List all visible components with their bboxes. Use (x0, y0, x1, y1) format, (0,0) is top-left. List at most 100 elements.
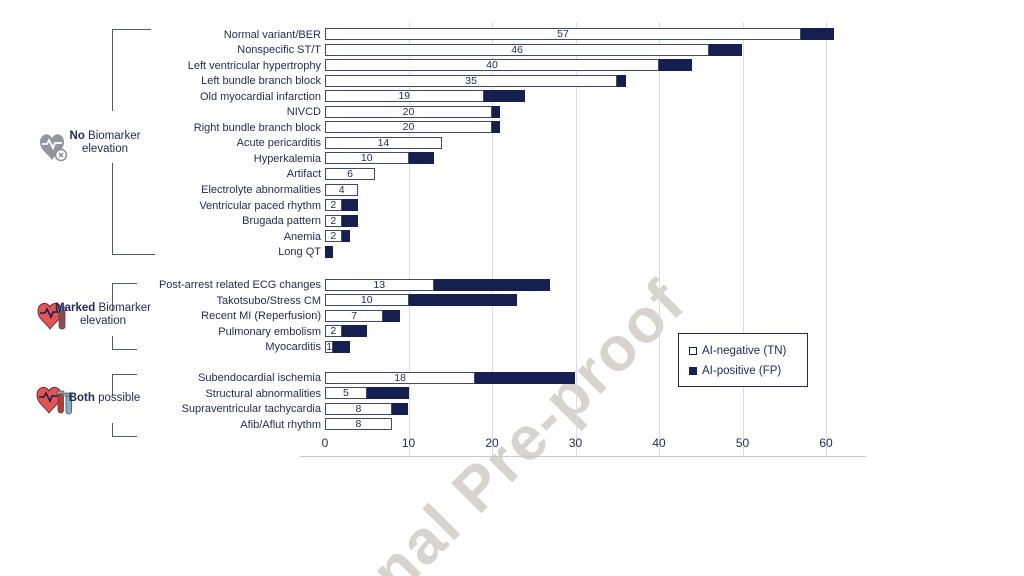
legend-label: AI-negative (TN) (702, 344, 787, 357)
row-label: Acute pericarditis (236, 137, 321, 150)
bar-fp-segment (341, 199, 359, 212)
row-label: Subendocardial ischemia (198, 372, 321, 384)
row-label: Artifact (286, 168, 321, 181)
bar-fp-segment (325, 245, 334, 258)
group-bracket (112, 374, 137, 396)
bar-value-label: 46 (511, 43, 523, 56)
row-label: Structural abnormalities (205, 387, 321, 400)
group-bracket (112, 423, 137, 437)
bar-fp-segment (408, 294, 518, 307)
row-label: Nonspecific ST/T (237, 44, 321, 57)
x-tick-label: 50 (735, 436, 750, 450)
bar-tn-segment: 40 (325, 59, 659, 72)
bar-value-label: 2 (330, 199, 337, 212)
gridline (826, 22, 827, 456)
red-heart-ecg-tube-icon (34, 300, 72, 341)
bar-value-label: 14 (377, 136, 390, 149)
x-tick-label: 60 (819, 436, 833, 450)
bar-tn-segment: 19 (325, 90, 484, 103)
group-label-rest: Biomarker (95, 302, 151, 314)
bar-tn-segment: 13 (325, 278, 434, 291)
bar-value-label: 40 (486, 59, 498, 72)
row-label: Ventricular paced rhythm (199, 199, 321, 212)
row-label: Brugada pattern (242, 215, 321, 228)
bar-tn-segment: 10 (325, 294, 409, 307)
x-tick-label: 0 (321, 436, 329, 450)
bar-tn-segment: 14 (325, 136, 442, 149)
x-tick-label: 30 (568, 436, 583, 450)
chart-legend: AI-negative (TN) AI-positive (FP) (678, 333, 808, 387)
bar-tn-segment: 5 (325, 387, 367, 400)
bar-tn-segment: 57 (325, 28, 801, 40)
gridline (659, 22, 660, 456)
group-label-rest: Biomarker (84, 130, 141, 142)
row-label: Supraventricular tachycardia (181, 403, 321, 416)
bar-value-label: 10 (360, 294, 373, 307)
bar-fp-segment (341, 214, 359, 227)
group-label-rest: possible (94, 392, 141, 404)
bar-value-label: 5 (342, 387, 349, 400)
group-label-bold: No (69, 130, 85, 142)
gridline (492, 22, 493, 456)
bar-tn-segment: 2 (325, 214, 342, 227)
bar-tn-segment: 6 (325, 167, 376, 180)
group-bracket (112, 336, 137, 350)
bar-value-label: 1 (326, 340, 333, 353)
row-label: Electrolyte abnormalities (201, 184, 321, 196)
bar-fp-segment (617, 74, 626, 87)
bar-tn-segment: 2 (325, 325, 342, 338)
row-label: Pulmonary embolism (218, 325, 321, 338)
bar-fp-segment (475, 371, 576, 384)
group-label-both-possible: Both possible (52, 392, 157, 405)
bar-value-label: 20 (402, 121, 415, 134)
group-label-line2: elevation (79, 315, 127, 327)
bar-value-label: 6 (347, 167, 353, 180)
group-label-marked-biomarker: Marked Biomarker elevation (48, 302, 158, 328)
filled-square-icon (689, 366, 697, 375)
bar-tn-segment: 20 (325, 121, 492, 134)
bar-tn-segment: 1 (325, 340, 334, 353)
bar-value-label: 35 (465, 74, 477, 87)
legend-item-ai-positive: AI-positive (FP) (689, 362, 807, 379)
row-label: Post-arrest related ECG changes (158, 279, 321, 291)
bar-value-label: 7 (351, 309, 358, 322)
bar-fp-segment (483, 90, 526, 103)
bar-value-label: 57 (557, 28, 569, 40)
bar-value-label: 20 (402, 105, 415, 118)
bar-fp-segment (341, 325, 367, 338)
row-label: Myocarditis (265, 341, 321, 354)
bar-tn-segment: 8 (325, 418, 392, 431)
row-label: Long QT (278, 246, 321, 259)
gray-heart-ecg-x-icon (34, 130, 70, 171)
bar-value-label: 13 (373, 278, 386, 291)
group-label-bold: Both (68, 392, 95, 404)
bar-fp-segment (408, 152, 434, 165)
row-label: Left ventricular hypertrophy (187, 59, 321, 72)
bar-fp-segment (659, 59, 693, 72)
group-label-line2: elevation (81, 143, 129, 155)
group-bracket (112, 163, 155, 255)
row-label: Old myocardial infarction (199, 90, 321, 103)
row-label: Left bundle branch block (201, 75, 321, 88)
bar-value-label: 10 (360, 152, 373, 165)
row-label: Takotsubo/Stress CM (216, 294, 321, 307)
bar-tn-segment: 35 (325, 74, 618, 87)
bar-fp-segment (800, 28, 835, 40)
journal-preproof-watermark: Journal Pre-proof (257, 267, 699, 576)
bar-tn-segment: 4 (325, 183, 359, 196)
bar-tn-segment: 10 (325, 152, 409, 165)
x-axis-line (300, 456, 866, 457)
bar-fp-segment (341, 230, 351, 243)
bar-value-label: 8 (355, 402, 362, 415)
bar-fp-segment (709, 43, 743, 56)
bar-value-label: 8 (355, 418, 362, 431)
legend-label: AI-positive (FP) (702, 364, 782, 377)
bar-tn-segment: 2 (325, 199, 342, 212)
bar-tn-segment: 2 (325, 230, 342, 243)
open-square-icon (689, 346, 697, 355)
row-label: Anemia (283, 230, 321, 243)
bar-fp-segment (383, 309, 401, 322)
bar-value-label: 2 (330, 214, 337, 227)
red-heart-ecg-two-tubes-icon (34, 385, 74, 426)
